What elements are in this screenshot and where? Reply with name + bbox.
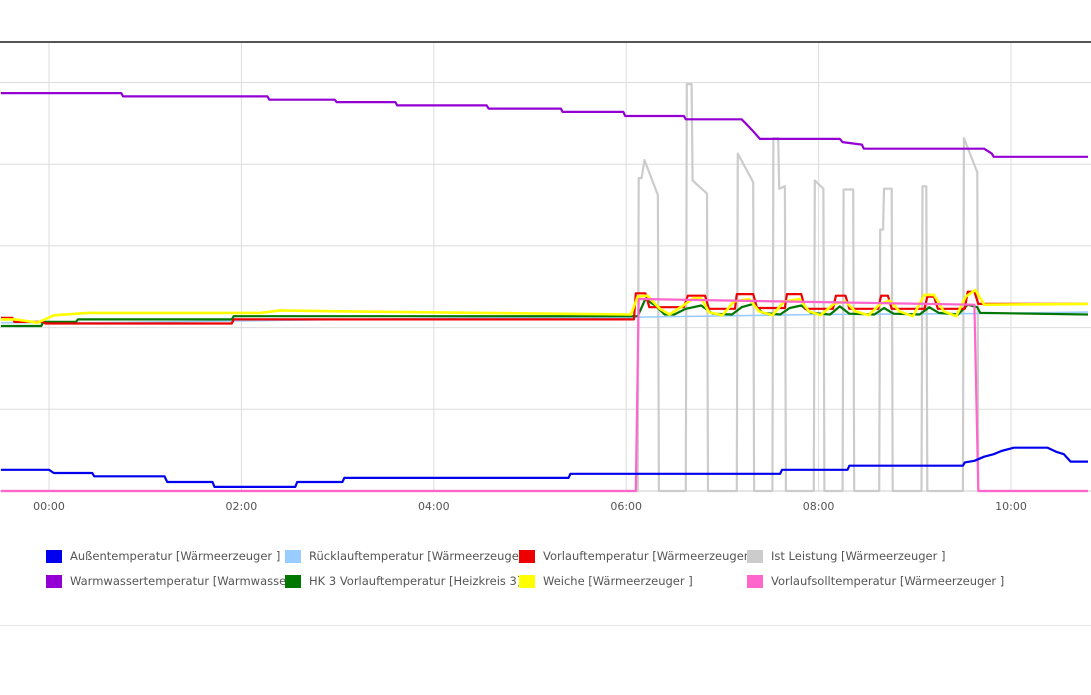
legend-swatch xyxy=(285,574,301,588)
legend-swatch xyxy=(46,549,62,563)
series-line xyxy=(0,91,1088,158)
legend-item-ruecklauftemperatur[interactable]: Rücklauftemperatur [Wärmeerzeuger ] xyxy=(285,549,532,563)
legend-item-weiche[interactable]: Weiche [Wärmeerzeuger ] xyxy=(519,574,693,588)
x-tick-label: 08:00 xyxy=(803,500,835,513)
legend-swatch xyxy=(519,574,535,588)
legend-label: Rücklauftemperatur [Wärmeerzeuger ] xyxy=(309,549,532,563)
series-layer xyxy=(0,82,1089,493)
footer-divider xyxy=(0,625,1091,626)
legend-label: HK 3 Vorlauftemperatur [Heizkreis 3] xyxy=(309,574,522,588)
x-tick-label: 04:00 xyxy=(418,500,450,513)
legend-swatch xyxy=(747,574,763,588)
legend-label: Vorlauftemperatur [Wärmeerzeuger ] xyxy=(543,549,757,563)
line-chart: 00:00 02:00 04:00 06:00 08:00 10:00 xyxy=(0,41,1091,513)
legend-item-aussentemperatur[interactable]: Außentemperatur [Wärmeerzeuger ] xyxy=(46,549,280,563)
legend-item-warmwassertemperatur[interactable]: Warmwassertemperatur [Warmwasser ] xyxy=(46,574,299,588)
legend-label: Warmwassertemperatur [Warmwasser ] xyxy=(70,574,300,588)
legend-item-vorlaufsolltemperatur[interactable]: Vorlaufsolltemperatur [Wärmeerzeuger ] xyxy=(747,574,1004,588)
series-line xyxy=(0,297,1088,493)
grid xyxy=(0,42,1091,491)
x-tick-labels: 00:00 02:00 04:00 06:00 08:00 10:00 xyxy=(33,500,1027,513)
x-tick-label: 00:00 xyxy=(33,500,65,513)
legend-label: Vorlaufsolltemperatur [Wärmeerzeuger ] xyxy=(771,574,1005,588)
x-tick-label: 06:00 xyxy=(610,500,642,513)
series-line xyxy=(0,446,1088,488)
legend-item-ist-leistung[interactable]: Ist Leistung [Wärmeerzeuger ] xyxy=(747,549,945,563)
x-tick-label: 02:00 xyxy=(226,500,258,513)
legend-item-hk3-vorlauftemperatur[interactable]: HK 3 Vorlauftemperatur [Heizkreis 3] xyxy=(285,574,521,588)
legend-swatch xyxy=(46,574,62,588)
legend-item-vorlauftemperatur[interactable]: Vorlauftemperatur [Wärmeerzeuger ] xyxy=(519,549,757,563)
legend-swatch xyxy=(285,549,301,563)
legend-label: Weiche [Wärmeerzeuger ] xyxy=(543,574,693,588)
series-line xyxy=(0,82,1088,493)
legend-swatch xyxy=(747,549,763,563)
x-tick-label: 10:00 xyxy=(995,500,1027,513)
legend-label: Ist Leistung [Wärmeerzeuger ] xyxy=(771,549,946,563)
legend-label: Außentemperatur [Wärmeerzeuger ] xyxy=(70,549,281,563)
legend-swatch xyxy=(519,549,535,563)
series-line xyxy=(0,288,1089,325)
